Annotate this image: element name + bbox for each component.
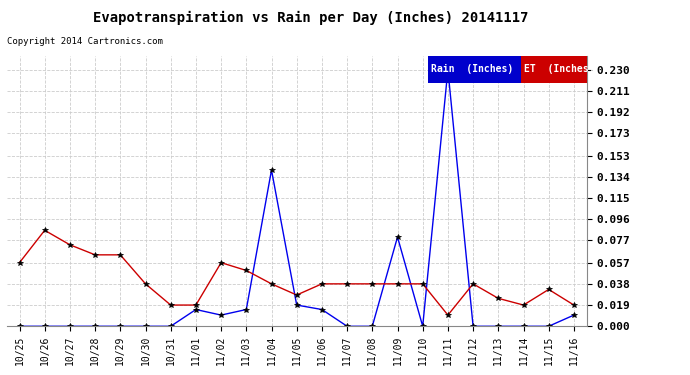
- Text: ET  (Inches): ET (Inches): [524, 64, 594, 74]
- Text: Copyright 2014 Cartronics.com: Copyright 2014 Cartronics.com: [7, 38, 163, 46]
- Text: Evapotranspiration vs Rain per Day (Inches) 20141117: Evapotranspiration vs Rain per Day (Inch…: [92, 11, 529, 26]
- Text: Rain  (Inches): Rain (Inches): [431, 64, 513, 74]
